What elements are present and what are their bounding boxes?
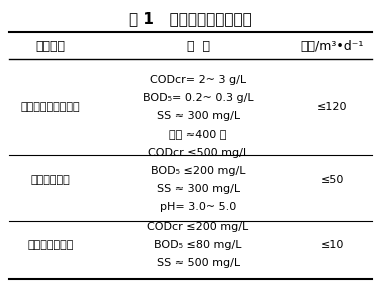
Text: BOD₅ ≤80 mg/L: BOD₅ ≤80 mg/L	[154, 240, 242, 250]
Text: BOD₅= 0.2~ 0.3 g/L: BOD₅= 0.2~ 0.3 g/L	[143, 93, 253, 103]
Text: SS ≈ 300 mg/L: SS ≈ 300 mg/L	[157, 111, 240, 121]
Text: CODcr ≤500 mg/L: CODcr ≤500 mg/L	[147, 148, 249, 158]
Text: 废水种类: 废水种类	[35, 40, 66, 53]
Text: 水量/m³•d⁻¹: 水量/m³•d⁻¹	[301, 40, 364, 53]
Text: 提取残液及清洗废水: 提取残液及清洗废水	[21, 102, 80, 112]
Text: ≤10: ≤10	[321, 240, 344, 250]
Text: 色度 ≈400 倍: 色度 ≈400 倍	[170, 129, 227, 139]
Text: 其它车间排水: 其它车间排水	[31, 175, 70, 185]
Text: SS ≈ 300 mg/L: SS ≈ 300 mg/L	[157, 184, 240, 194]
Text: pH= 3.0~ 5.0: pH= 3.0~ 5.0	[160, 202, 236, 212]
Text: CODcr ≤200 mg/L: CODcr ≤200 mg/L	[147, 222, 249, 232]
Text: 车间地面冲洗水: 车间地面冲洗水	[27, 240, 74, 250]
Text: CODcr= 2~ 3 g/L: CODcr= 2~ 3 g/L	[150, 75, 246, 85]
Text: ≤120: ≤120	[317, 102, 347, 112]
Text: SS ≈ 500 mg/L: SS ≈ 500 mg/L	[157, 258, 240, 268]
Text: 水  质: 水 质	[187, 40, 210, 53]
Text: ≤50: ≤50	[321, 175, 344, 185]
Text: BOD₅ ≤200 mg/L: BOD₅ ≤200 mg/L	[151, 166, 245, 176]
Text: 表 1   车间废水水质和水量: 表 1 车间废水水质和水量	[129, 11, 252, 27]
